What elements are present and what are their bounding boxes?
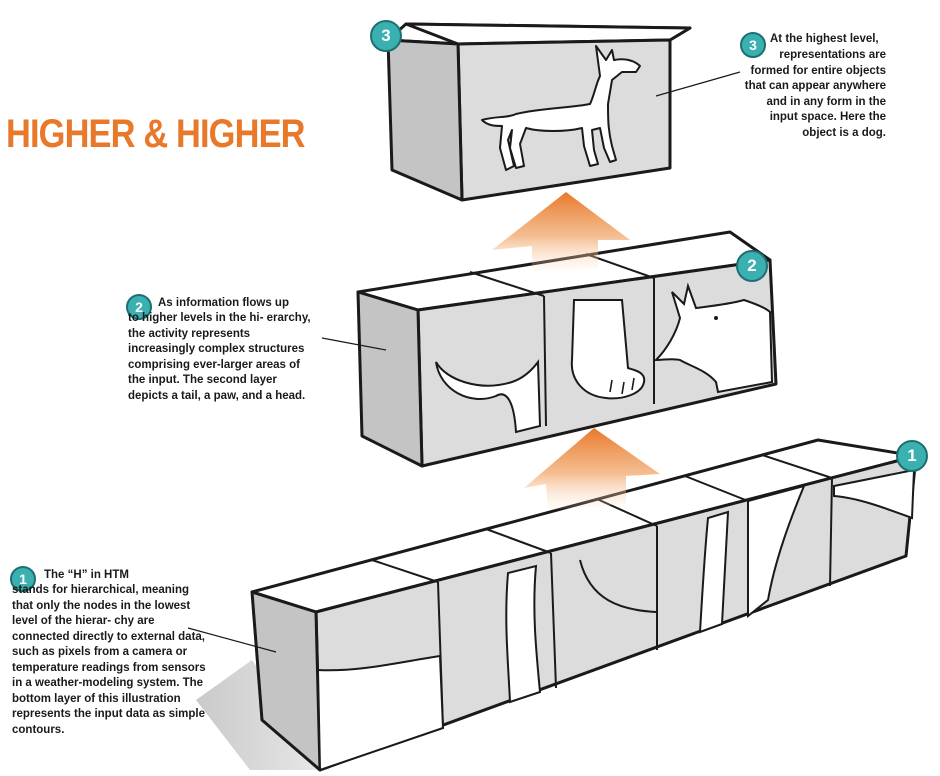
level-2-block <box>356 230 778 468</box>
level-3-note-badge: 3 <box>740 32 766 58</box>
level-1-note-body: stands for hierarchical, meaning that on… <box>12 584 206 736</box>
page-title: HIGHER & HIGHER <box>6 112 305 156</box>
level-2-note-first: As information flows up <box>158 297 289 309</box>
level-1-note-badge: 1 <box>10 566 36 592</box>
dog-icon <box>481 45 641 171</box>
level-2-note-badge: 2 <box>126 294 152 320</box>
level-3-badge: 3 <box>370 20 402 52</box>
level-2-badge: 2 <box>736 250 768 282</box>
level-1-note-first: The “H” in HTM <box>44 569 129 581</box>
up-arrow-icon <box>492 192 630 272</box>
up-arrow-icon <box>524 428 660 510</box>
level-3-block <box>386 22 692 202</box>
level-1-block <box>196 438 918 772</box>
leader-lines <box>187 71 741 653</box>
level-2-note-body: to higher levels in the hi- erarchy, the… <box>128 312 311 402</box>
level-3-note-body: representations are formed for entire ob… <box>744 49 886 139</box>
level-1-badge: 1 <box>896 440 928 472</box>
level-3-note-first: At the highest level, <box>770 33 879 45</box>
